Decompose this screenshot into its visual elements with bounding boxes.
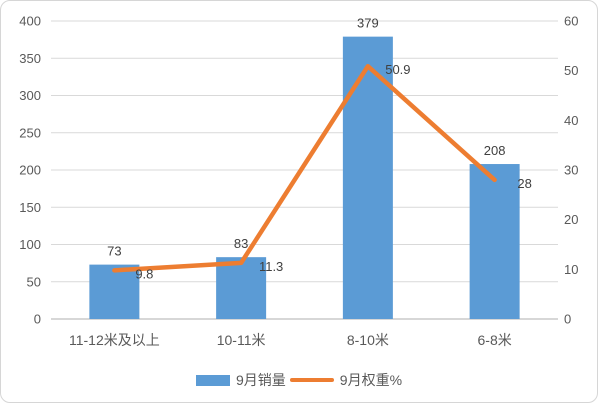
legend-label-bar-series: 9月销量 <box>235 372 286 388</box>
left-axis-tick-label: 50 <box>27 274 41 289</box>
right-axis-tick-label: 0 <box>564 312 571 327</box>
right-axis-tick-label: 10 <box>564 262 578 277</box>
right-axis-tick-label: 40 <box>564 113 578 128</box>
bar-value-label: 83 <box>234 236 248 251</box>
bar-value-label: 208 <box>484 143 506 158</box>
line-series-swatch-icon <box>289 378 334 382</box>
left-axis-tick-label: 100 <box>19 237 41 252</box>
legend-item-bar-series: 9月销量 <box>195 370 286 390</box>
legend-label-line-series: 9月权重% <box>339 372 403 388</box>
bar-value-label: 73 <box>107 244 121 259</box>
bar-value-label: 379 <box>357 16 379 31</box>
right-axis-tick-label: 20 <box>564 212 578 227</box>
bar <box>469 164 520 319</box>
category-label: 8-10米 <box>347 332 389 348</box>
right-axis-tick-label: 50 <box>564 63 578 78</box>
bar <box>216 257 267 319</box>
chart-legend: 9月销量 9月权重% <box>1 370 597 390</box>
right-axis-tick-label: 30 <box>564 163 578 178</box>
left-axis-tick-label: 400 <box>19 14 41 29</box>
line-series <box>112 63 497 273</box>
left-axis-tick-label: 150 <box>19 200 41 215</box>
left-axis-tick-label: 0 <box>34 312 41 327</box>
left-axis-tick-label: 250 <box>19 125 41 140</box>
line-value-label: 11.3 <box>259 259 283 274</box>
left-axis-tick-label: 200 <box>19 163 41 178</box>
legend-item-line-series: 9月权重% <box>289 370 403 390</box>
category-label: 6-8米 <box>478 332 512 348</box>
line-value-label: 28 <box>517 176 531 191</box>
left-axis-tick-label: 300 <box>19 88 41 103</box>
line-value-label: 9.8 <box>135 266 153 281</box>
category-label: 11-12米及以上 <box>69 332 160 348</box>
bar <box>89 264 140 319</box>
left-axis-tick-label: 350 <box>19 51 41 66</box>
category-label: 10-11米 <box>217 332 266 348</box>
line-value-label: 50.9 <box>385 62 410 77</box>
combo-chart-plot: 0 50 100 150 200 250 300 350 400 0 10 20 30 40 50 60 11-… <box>19 14 578 349</box>
bar-series-swatch-icon <box>195 374 230 386</box>
right-axis-tick-label: 60 <box>564 14 578 29</box>
